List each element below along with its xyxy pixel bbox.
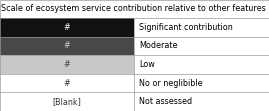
Text: #: # (63, 41, 70, 50)
Bar (0, 55, 134, 74)
Bar (0, 74, 134, 92)
Bar (134, 74, 269, 92)
Text: Low: Low (139, 60, 155, 69)
Bar (134, 18, 269, 37)
Bar (0, 18, 134, 37)
Text: [Blank]: [Blank] (52, 97, 81, 106)
Bar (134, 92, 269, 111)
Text: Moderate: Moderate (139, 41, 178, 50)
Bar (134, 37, 269, 55)
Text: No or neglibible: No or neglibible (139, 79, 203, 88)
Text: Significant contribution: Significant contribution (139, 23, 233, 32)
Bar (0, 0, 269, 18)
Text: Scale of ecosystem service contribution relative to other features: Scale of ecosystem service contribution … (1, 4, 266, 14)
Bar (0, 37, 134, 55)
Bar (134, 55, 269, 74)
Text: #: # (63, 23, 70, 32)
Text: Not assessed: Not assessed (139, 97, 192, 106)
Text: #: # (63, 60, 70, 69)
Text: #: # (63, 79, 70, 88)
Bar (0, 92, 134, 111)
